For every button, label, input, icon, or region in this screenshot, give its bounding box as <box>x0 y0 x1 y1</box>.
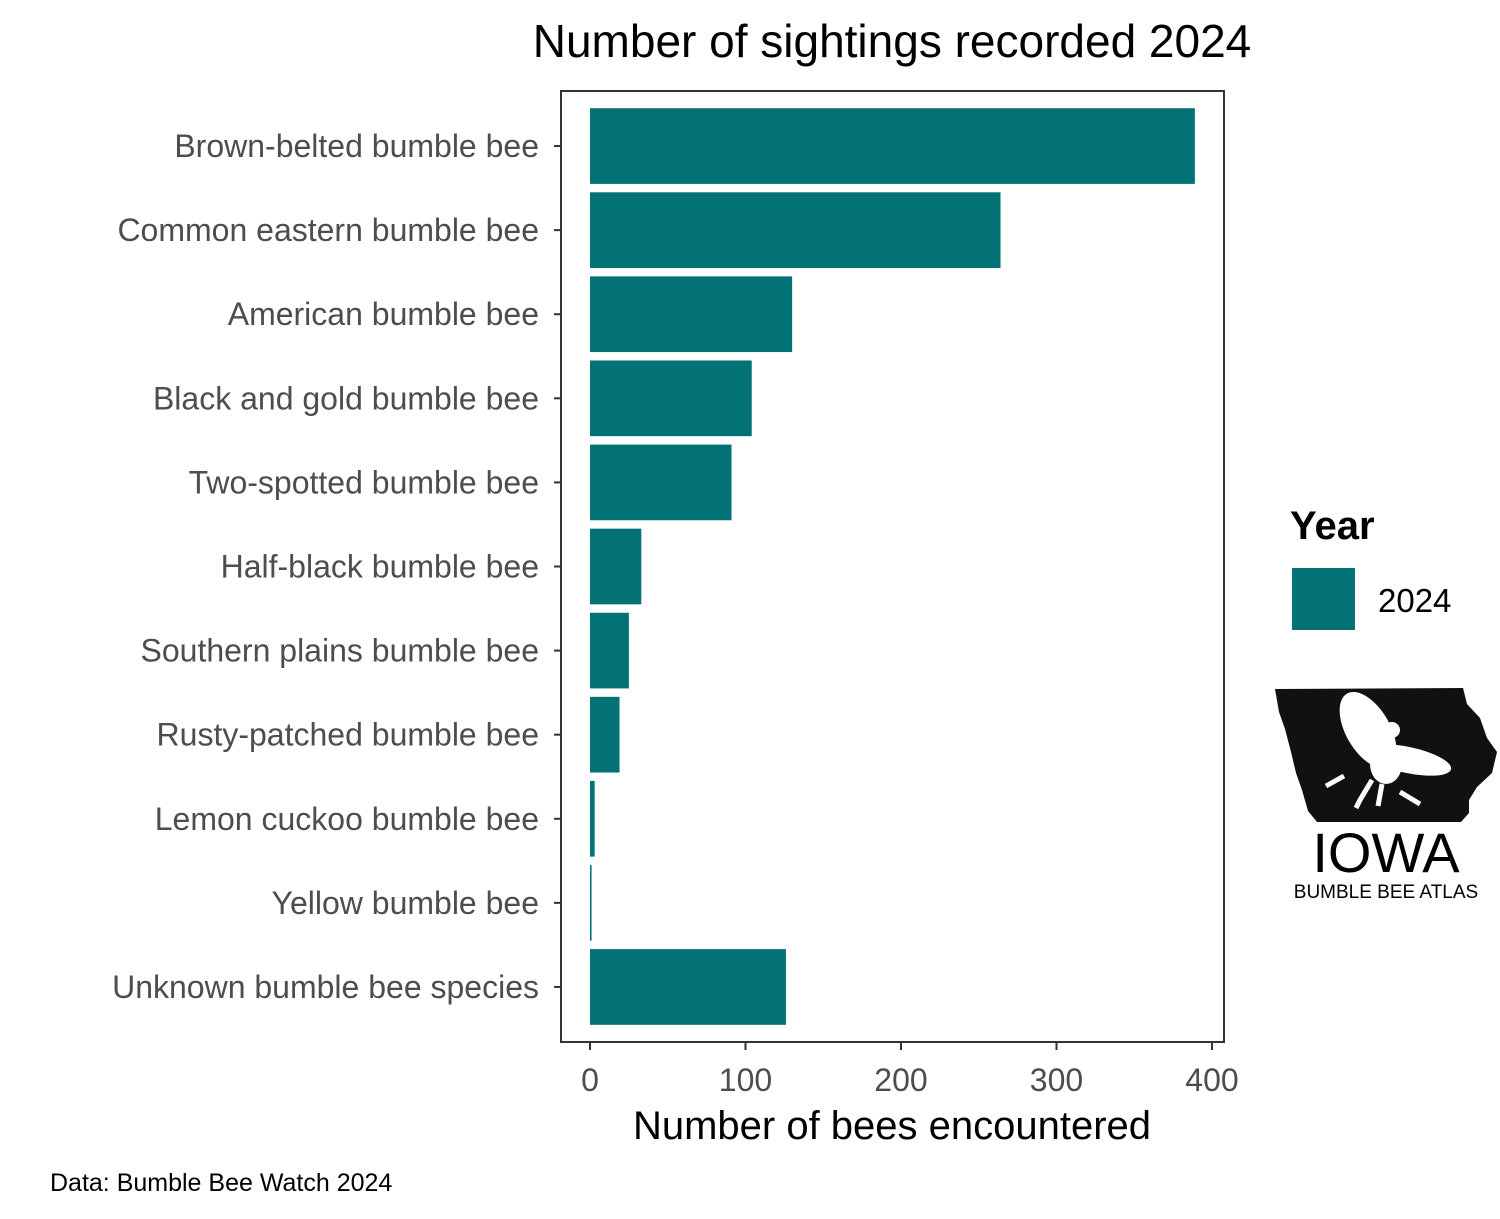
y-tick-label: Lemon cuckoo bumble bee <box>155 801 539 837</box>
x-tick-label: 100 <box>719 1062 772 1098</box>
y-tick-label: Brown-belted bumble bee <box>174 128 539 164</box>
y-tick-label: Rusty-patched bumble bee <box>157 717 539 753</box>
y-tick-label: Black and gold bumble bee <box>153 380 539 416</box>
y-tick-label: Southern plains bumble bee <box>141 633 540 669</box>
bar-8 <box>590 696 620 773</box>
bar-group <box>590 108 1195 1025</box>
legend-label-2024: 2024 <box>1378 582 1451 619</box>
bar-4 <box>590 360 752 437</box>
y-tick-label: Yellow bumble bee <box>272 885 539 921</box>
x-tick-label: 0 <box>581 1062 599 1098</box>
bar-11 <box>590 949 786 1025</box>
iowa-bumble-bee-atlas-logo: IOWA BUMBLE BEE ATLAS <box>1275 688 1497 903</box>
x-tick-label: 400 <box>1185 1062 1238 1098</box>
x-axis: 0 100 200 300 400 <box>581 1042 1239 1098</box>
bar-2 <box>590 192 1001 268</box>
bar-6 <box>590 528 642 605</box>
y-tick-label: American bumble bee <box>228 296 539 332</box>
logo-subtitle: BUMBLE BEE ATLAS <box>1294 882 1478 903</box>
bar-5 <box>590 444 732 521</box>
bar-9 <box>590 780 595 857</box>
logo-title: IOWA <box>1312 821 1460 884</box>
bee-icon <box>1324 692 1452 810</box>
x-tick-label: 300 <box>1030 1062 1083 1098</box>
bar-3 <box>590 276 793 353</box>
bar-7 <box>590 612 629 689</box>
bar-1 <box>590 108 1195 184</box>
chart-title: Number of sightings recorded 2024 <box>533 15 1252 67</box>
y-axis: Brown-belted bumble bee Common eastern bu… <box>112 128 561 1005</box>
x-axis-title: Number of bees encountered <box>633 1104 1151 1148</box>
y-tick-label: Half-black bumble bee <box>221 549 539 585</box>
y-tick-label: Two-spotted bumble bee <box>189 464 539 500</box>
caption: Data: Bumble Bee Watch 2024 <box>50 1169 392 1197</box>
legend: Year 2024 <box>1290 504 1451 630</box>
legend-title: Year <box>1290 504 1375 548</box>
legend-key-2024 <box>1292 568 1355 630</box>
y-tick-label: Unknown bumble bee species <box>112 969 539 1005</box>
bar-10 <box>590 865 592 941</box>
y-tick-label: Common eastern bumble bee <box>117 212 539 248</box>
x-tick-label: 200 <box>874 1062 927 1098</box>
